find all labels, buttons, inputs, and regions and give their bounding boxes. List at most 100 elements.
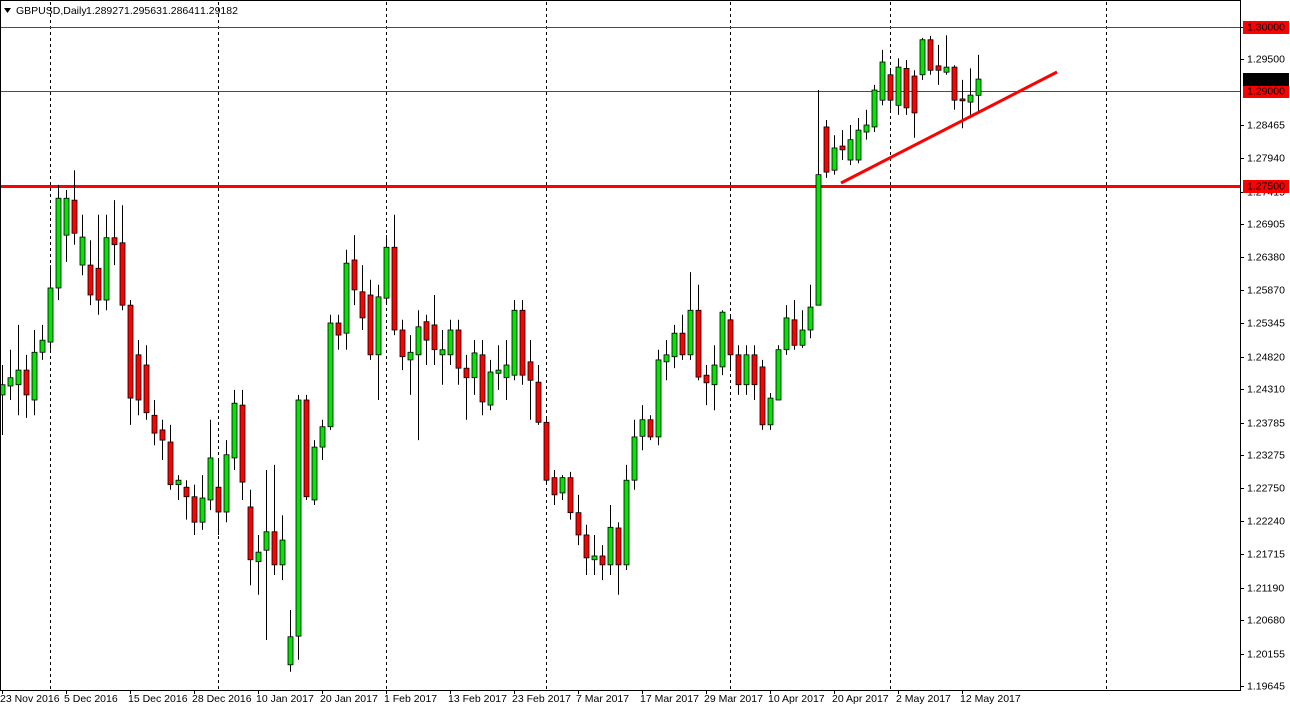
y-tick-label: 1.26905 (1247, 218, 1285, 230)
candle-body (319, 426, 326, 448)
candle-body (143, 364, 150, 414)
candle-body (975, 78, 982, 96)
x-tick-label: 12 May 2017 (960, 693, 1021, 705)
header-open: 1.28927 (86, 5, 124, 17)
candle-body (375, 296, 382, 356)
candle-body (439, 349, 446, 356)
candle-body (7, 377, 14, 387)
candle-body (751, 354, 758, 386)
candle-body (239, 404, 246, 483)
candle-body (967, 94, 974, 103)
candle-body (95, 267, 102, 301)
candle-body (79, 236, 86, 266)
candle-body (295, 399, 302, 637)
candle-body (903, 67, 910, 109)
y-tick-label: 1.24310 (1247, 383, 1285, 395)
candle-body (631, 436, 638, 481)
x-tick-label: 5 Dec 2016 (64, 693, 118, 705)
y-tick-label: 1.20680 (1247, 614, 1285, 626)
candle-body (519, 309, 526, 376)
candle-body (879, 61, 886, 101)
candle-body (471, 352, 478, 379)
candle-body (895, 66, 902, 106)
candle-body (831, 147, 838, 171)
y-tick-label: 1.20155 (1247, 648, 1285, 660)
candle-body (743, 354, 750, 386)
last-price-label: 1.29182 (1247, 73, 1285, 85)
candle-body (815, 174, 822, 306)
candle-body (671, 332, 678, 358)
candle-body (919, 39, 926, 76)
candle-body (583, 534, 590, 559)
candle-body (447, 329, 454, 356)
candle-body (399, 329, 406, 358)
candle-body (15, 369, 22, 386)
candle-body (663, 354, 670, 363)
candle-body (791, 319, 798, 346)
candle-body (703, 374, 710, 384)
candle-body (135, 354, 142, 401)
candle-body (911, 75, 918, 114)
x-tick-label: 23 Feb 2017 (512, 693, 571, 705)
candle-body (223, 454, 230, 513)
x-tick-label: 1 Feb 2017 (384, 693, 437, 705)
candle-body (687, 309, 694, 356)
candle-body (271, 531, 278, 566)
candle-body (783, 317, 790, 351)
candle-body (607, 526, 614, 566)
price-label: 1.29000 (1247, 85, 1285, 97)
candle-body (711, 364, 718, 386)
chart-title: GBPUSD,Daily (16, 5, 87, 17)
candle-body (695, 309, 702, 378)
candle-body (775, 349, 782, 401)
candle-body (959, 98, 966, 102)
x-tick-label: 15 Dec 2016 (128, 693, 188, 705)
horizontal-lines (0, 27, 1240, 188)
candle-body (863, 124, 870, 133)
candle-body (383, 246, 390, 299)
candle-body (63, 197, 70, 236)
candles (0, 35, 982, 672)
candle-body (935, 65, 942, 71)
y-tick-label: 1.29500 (1247, 53, 1285, 65)
candle-body (727, 319, 734, 356)
candle-body (839, 145, 846, 151)
candle-body (503, 364, 510, 379)
candle-body (575, 512, 582, 536)
candle-body (23, 369, 30, 396)
candle-body (759, 366, 766, 426)
candle-body (31, 351, 38, 401)
candle-body (599, 555, 606, 566)
price-label-box (1243, 85, 1289, 98)
candle-body (807, 306, 814, 331)
candle-body (55, 197, 62, 289)
candle-body (767, 397, 774, 426)
candle-body (247, 506, 254, 561)
price-label-box (1243, 21, 1289, 34)
candle-body (207, 457, 214, 501)
candle-body (615, 527, 622, 566)
candle-body (543, 421, 550, 481)
candle-body (215, 486, 222, 513)
header-low: 1.28641 (162, 5, 200, 17)
candle-body (951, 66, 958, 101)
x-tick-label: 20 Jan 2017 (320, 693, 378, 705)
candle-body (199, 497, 206, 523)
y-tick-label: 1.23275 (1247, 449, 1285, 461)
candle-body (71, 199, 78, 234)
candle-body (111, 237, 118, 246)
candle-body (871, 89, 878, 128)
candle-body (167, 441, 174, 486)
candle-body (679, 332, 686, 356)
candle-body (279, 539, 286, 566)
header-close: 1.29182 (200, 5, 238, 17)
menu-icon[interactable] (4, 8, 11, 13)
axes: 1.300001.295001.284651.279401.274151.269… (0, 21, 1289, 705)
y-tick-label: 1.25345 (1247, 317, 1285, 329)
price-label-box (1243, 180, 1289, 193)
candle-body (639, 419, 646, 437)
candle-body (103, 237, 110, 301)
